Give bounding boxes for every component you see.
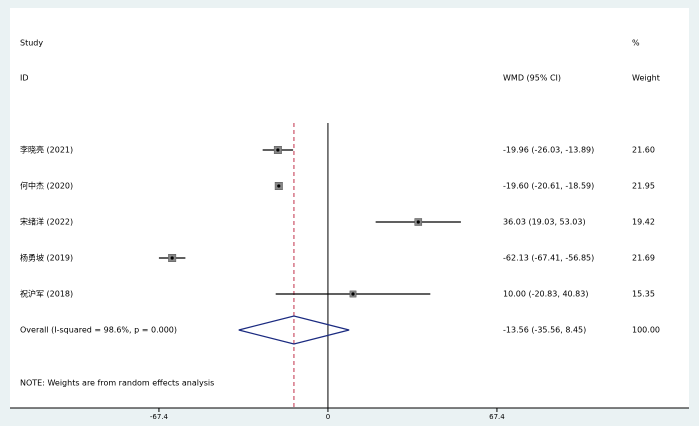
point-estimate xyxy=(351,292,355,296)
weight-label: 21.60 xyxy=(632,146,655,155)
study-label: 杨勇坡 (2019) xyxy=(20,253,73,263)
point-estimate xyxy=(277,184,281,188)
overall-ci-text: -13.56 (-35.56, 8.45) xyxy=(503,326,586,335)
weight-label: 21.69 xyxy=(632,254,655,263)
header-pct: % xyxy=(632,39,640,48)
study-label: 宋绪洋 (2022) xyxy=(20,217,73,227)
ci-text: -19.96 (-26.03, -13.89) xyxy=(503,146,594,155)
note: NOTE: Weights are from random effects an… xyxy=(20,379,214,388)
point-estimate xyxy=(276,148,280,152)
ci-text: 10.00 (-20.83, 40.83) xyxy=(503,290,588,299)
study-label: 祝沪军 (2018) xyxy=(20,289,73,299)
point-estimate xyxy=(170,256,174,260)
overall-label: Overall (I-squared = 98.6%, p = 0.000) xyxy=(20,326,177,335)
study-label: 李晓亮 (2021) xyxy=(20,145,73,155)
header-weight: Weight xyxy=(632,74,660,83)
overall-diamond xyxy=(238,315,350,345)
overall-weight: 100.00 xyxy=(632,326,660,335)
weight-label: 21.95 xyxy=(632,182,655,191)
weight-label: 15.35 xyxy=(632,290,655,299)
ci-text: 36.03 (19.03, 53.03) xyxy=(503,218,586,227)
plot-area xyxy=(10,8,689,408)
weight-label: 19.42 xyxy=(632,218,655,227)
ci-text: -19.60 (-20.61, -18.59) xyxy=(503,182,594,191)
x-tick-label: -67.4 xyxy=(150,413,169,421)
header-ci: WMD (95% CI) xyxy=(503,74,561,83)
study-label: 何中杰 (2020) xyxy=(20,181,73,191)
header-id: ID xyxy=(20,74,29,83)
header-study: Study xyxy=(20,39,43,48)
x-tick-label: 0 xyxy=(326,413,330,421)
ci-text: -62.13 (-67.41, -56.85) xyxy=(503,254,594,263)
x-tick-label: 67.4 xyxy=(489,413,505,421)
point-estimate xyxy=(416,220,420,224)
